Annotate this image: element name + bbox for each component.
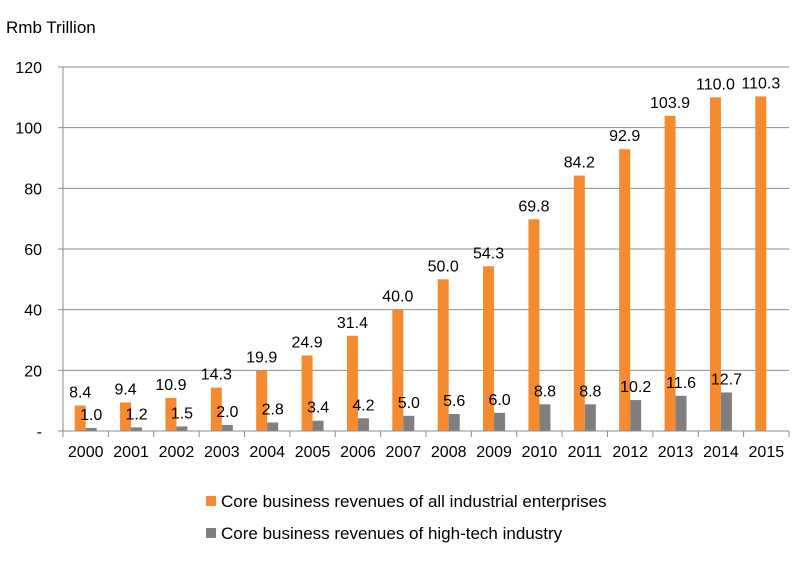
bar-high-tech (630, 400, 642, 431)
bar-high-tech (720, 392, 732, 431)
bar-all-industrial (301, 355, 313, 431)
x-tick-label: 2009 (476, 444, 512, 461)
x-tick-label: 2015 (749, 444, 785, 461)
x-tick-label: 2000 (68, 444, 104, 461)
bar-all-industrial (619, 149, 631, 431)
legend-swatch-all-industrial (206, 496, 216, 506)
bar-all-industrial (664, 115, 676, 431)
data-label-high-tech: 8.8 (534, 383, 556, 400)
x-tick-label: 2004 (249, 444, 285, 461)
bar-all-industrial (165, 397, 177, 431)
y-tick-label: 80 (24, 181, 42, 198)
bars (74, 96, 767, 431)
bar-all-industrial (437, 279, 449, 431)
x-tick-label: 2008 (431, 444, 467, 461)
data-label-high-tech: 2.0 (216, 404, 238, 421)
bar-high-tech (85, 427, 97, 431)
bar-all-industrial (483, 266, 495, 431)
data-label-high-tech: 5.6 (443, 393, 465, 410)
data-label-high-tech: 1.5 (171, 405, 193, 422)
y-tick-label: 20 (24, 363, 42, 380)
y-tick-label: - (37, 424, 42, 441)
y-axis-ticks: - 20 40 60 80 100 120 (15, 60, 63, 441)
data-label-all-industrial: 19.9 (246, 350, 277, 367)
data-label-high-tech: 12.7 (711, 371, 742, 388)
bar-all-industrial (74, 405, 86, 431)
data-label-high-tech: 3.4 (307, 400, 329, 417)
data-label-high-tech: 2.8 (262, 402, 284, 419)
data-label-all-industrial: 110.0 (696, 76, 735, 93)
data-labels: 8.4 1.0 9.4 1.2 10.9 1.5 14.3 2.0 19.9 2.8 24.9 3.4… (69, 75, 780, 424)
x-tick-label: 2006 (340, 444, 376, 461)
data-label-all-industrial: 103.9 (650, 95, 690, 112)
data-label-high-tech: 6.0 (488, 392, 510, 409)
bar-all-industrial (709, 97, 721, 431)
y-tick-label: 100 (15, 121, 42, 138)
data-label-all-industrial: 10.9 (155, 377, 186, 394)
data-label-all-industrial: 9.4 (114, 381, 136, 398)
bar-high-tech (584, 404, 596, 431)
data-label-all-industrial: 69.8 (518, 198, 549, 215)
bar-high-tech (675, 395, 687, 431)
bar-high-tech (357, 418, 369, 431)
legend: Core business revenues of all industrial… (206, 492, 607, 543)
x-tick-label: 2010 (522, 444, 558, 461)
data-label-high-tech: 1.0 (80, 407, 102, 424)
bar-high-tech (403, 415, 415, 431)
x-axis: 2000 2001 2002 2003 2004 2005 2006 2007 2008 2009… (62, 67, 790, 461)
y-tick-label: 60 (24, 242, 42, 259)
bar-all-industrial (256, 370, 268, 431)
bar-all-industrial (210, 387, 222, 431)
bar-all-industrial (346, 335, 358, 431)
data-label-high-tech: 10.2 (620, 379, 651, 396)
data-label-high-tech: 8.8 (579, 383, 601, 400)
bar-all-industrial (120, 402, 132, 431)
bar-all-industrial (392, 309, 404, 431)
bar-all-industrial (528, 219, 540, 431)
x-tick-label: 2014 (703, 444, 739, 461)
legend-label-high-tech: Core business revenues of high-tech indu… (221, 524, 563, 543)
data-label-high-tech: 11.6 (666, 375, 696, 392)
x-tick-label: 2002 (159, 444, 195, 461)
bar-high-tech (539, 404, 551, 431)
y-tick-label: 40 (24, 303, 42, 320)
x-tick-label: 2013 (658, 444, 694, 461)
data-label-all-industrial: 14.3 (201, 367, 232, 384)
data-label-high-tech: 4.2 (352, 397, 374, 414)
data-label-all-industrial: 110.3 (741, 75, 780, 92)
legend-label-all-industrial: Core business revenues of all industrial… (221, 492, 607, 511)
data-label-all-industrial: 92.9 (609, 128, 640, 145)
legend-swatch-high-tech (206, 528, 216, 538)
bar-high-tech (267, 422, 279, 431)
bar-high-tech (131, 427, 143, 431)
bar-high-tech (221, 424, 233, 431)
data-label-high-tech: 1.2 (125, 406, 147, 423)
data-label-all-industrial: 40.0 (382, 289, 413, 306)
x-tick-label: 2011 (568, 444, 603, 461)
data-label-all-industrial: 8.4 (69, 385, 91, 402)
x-tick-label: 2012 (612, 444, 648, 461)
gridlines (63, 66, 789, 371)
x-tick-label: 2007 (386, 444, 422, 461)
bar-high-tech (312, 420, 324, 431)
data-label-all-industrial: 54.3 (473, 245, 504, 262)
x-tick-label: 2003 (204, 444, 240, 461)
data-label-all-industrial: 50.0 (428, 258, 459, 275)
x-tick-label: 2001 (113, 444, 149, 461)
bar-all-industrial (755, 96, 767, 431)
bar-high-tech (494, 412, 506, 431)
data-label-high-tech: 5.0 (398, 395, 420, 412)
bar-high-tech (448, 414, 460, 431)
y-tick-label: 120 (15, 60, 42, 77)
data-label-all-industrial: 31.4 (337, 315, 368, 332)
bar-all-industrial (573, 175, 585, 431)
data-label-all-industrial: 24.9 (291, 334, 322, 351)
bar-high-tech (176, 426, 188, 431)
data-label-all-industrial: 84.2 (564, 155, 595, 172)
x-tick-label: 2005 (295, 444, 331, 461)
y-axis-title: Rmb Trillion (6, 18, 96, 37)
